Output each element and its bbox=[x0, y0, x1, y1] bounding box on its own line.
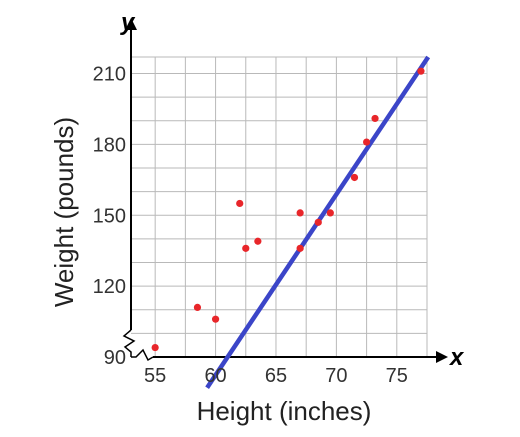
data-point bbox=[242, 244, 250, 252]
tick-labels: 55 60 65 70 75 90 120 150 180 210 bbox=[93, 64, 408, 387]
data-point bbox=[371, 114, 379, 123]
data-point bbox=[236, 199, 244, 208]
x-tick-label: 70 bbox=[325, 365, 347, 387]
data-point bbox=[193, 303, 202, 311]
data-point bbox=[417, 67, 425, 75]
data-point bbox=[296, 209, 304, 217]
x-tick-label: 75 bbox=[386, 365, 408, 387]
data-points bbox=[151, 67, 425, 352]
data-point bbox=[254, 237, 262, 245]
data-point bbox=[211, 315, 220, 323]
data-point bbox=[296, 244, 304, 252]
y-tick-label: 150 bbox=[93, 205, 126, 227]
y-tick-label: 180 bbox=[93, 134, 126, 156]
y-tick-label: 210 bbox=[93, 64, 126, 86]
data-point bbox=[314, 218, 322, 226]
x-axis-break bbox=[131, 348, 154, 362]
y-axis-title: Weight (pounds) bbox=[49, 117, 79, 307]
y-axis-letter: y bbox=[120, 9, 136, 36]
y-tick-label: 120 bbox=[93, 276, 126, 298]
x-axis-title: Height (inches) bbox=[197, 396, 372, 426]
y-axis-arrow bbox=[125, 18, 137, 30]
x-tick-label: 65 bbox=[265, 365, 287, 387]
data-point bbox=[326, 209, 334, 217]
axes bbox=[122, 18, 448, 363]
grid bbox=[131, 56, 428, 357]
x-tick-label: 60 bbox=[204, 365, 226, 387]
x-axis-arrow bbox=[436, 351, 448, 363]
x-axis-letter: x bbox=[448, 344, 465, 371]
data-point bbox=[350, 173, 359, 182]
y-tick-label: 90 bbox=[104, 347, 126, 369]
y-axis-break bbox=[122, 329, 136, 357]
x-tick-label: 55 bbox=[144, 365, 166, 387]
data-point bbox=[151, 343, 159, 352]
data-point bbox=[362, 138, 371, 146]
